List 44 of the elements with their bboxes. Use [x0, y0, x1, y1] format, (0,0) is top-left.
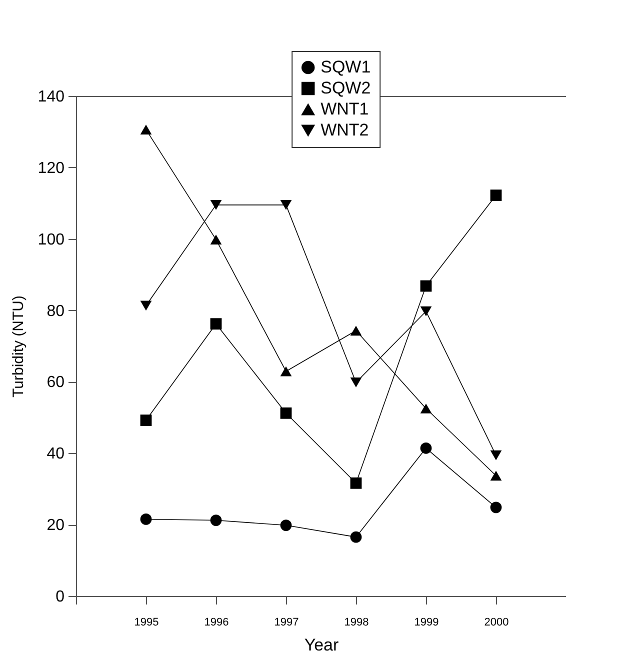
point [490, 502, 502, 514]
point [490, 190, 502, 201]
y-tick-label: 60 [46, 374, 65, 392]
point [210, 234, 222, 245]
legend-label: SQW1 [320, 58, 371, 76]
point [350, 477, 362, 489]
legend-label: WNT2 [320, 120, 369, 140]
point [350, 531, 362, 543]
x-tick-label: 1997 [274, 616, 299, 628]
y-axis-title: Turbidity (NTU) [10, 296, 27, 398]
point [280, 407, 292, 419]
point [490, 470, 502, 481]
point [140, 124, 152, 135]
point [280, 200, 292, 210]
point [490, 450, 502, 460]
point [420, 404, 432, 414]
point [420, 442, 432, 454]
point [210, 200, 222, 210]
y-tick-label: 40 [46, 446, 65, 463]
y-tick-label: 140 [38, 88, 65, 106]
point [350, 377, 362, 388]
point [210, 514, 222, 526]
point [280, 520, 292, 531]
point [140, 300, 152, 311]
y-tick-label: 120 [38, 160, 65, 177]
x-tick-label: 1998 [344, 616, 369, 628]
legend-label: SQW2 [320, 78, 371, 98]
x-tick-label: 1995 [134, 616, 159, 628]
y-tick-label: 0 [56, 588, 65, 606]
point [350, 326, 362, 336]
point [420, 306, 432, 316]
x-axis-title: Year [304, 636, 340, 652]
y-tick-label: 100 [38, 231, 65, 248]
legend-label: WNT1 [320, 100, 369, 118]
y-tick-label: 20 [46, 517, 65, 534]
x-tick-label: 2000 [484, 616, 509, 628]
point [420, 280, 432, 292]
point [140, 514, 152, 525]
point [210, 318, 222, 330]
point [140, 414, 152, 426]
point [280, 366, 292, 376]
x-tick-label: 1999 [414, 616, 439, 628]
y-tick-label: 80 [46, 302, 65, 320]
x-tick-label: 1996 [204, 616, 229, 628]
